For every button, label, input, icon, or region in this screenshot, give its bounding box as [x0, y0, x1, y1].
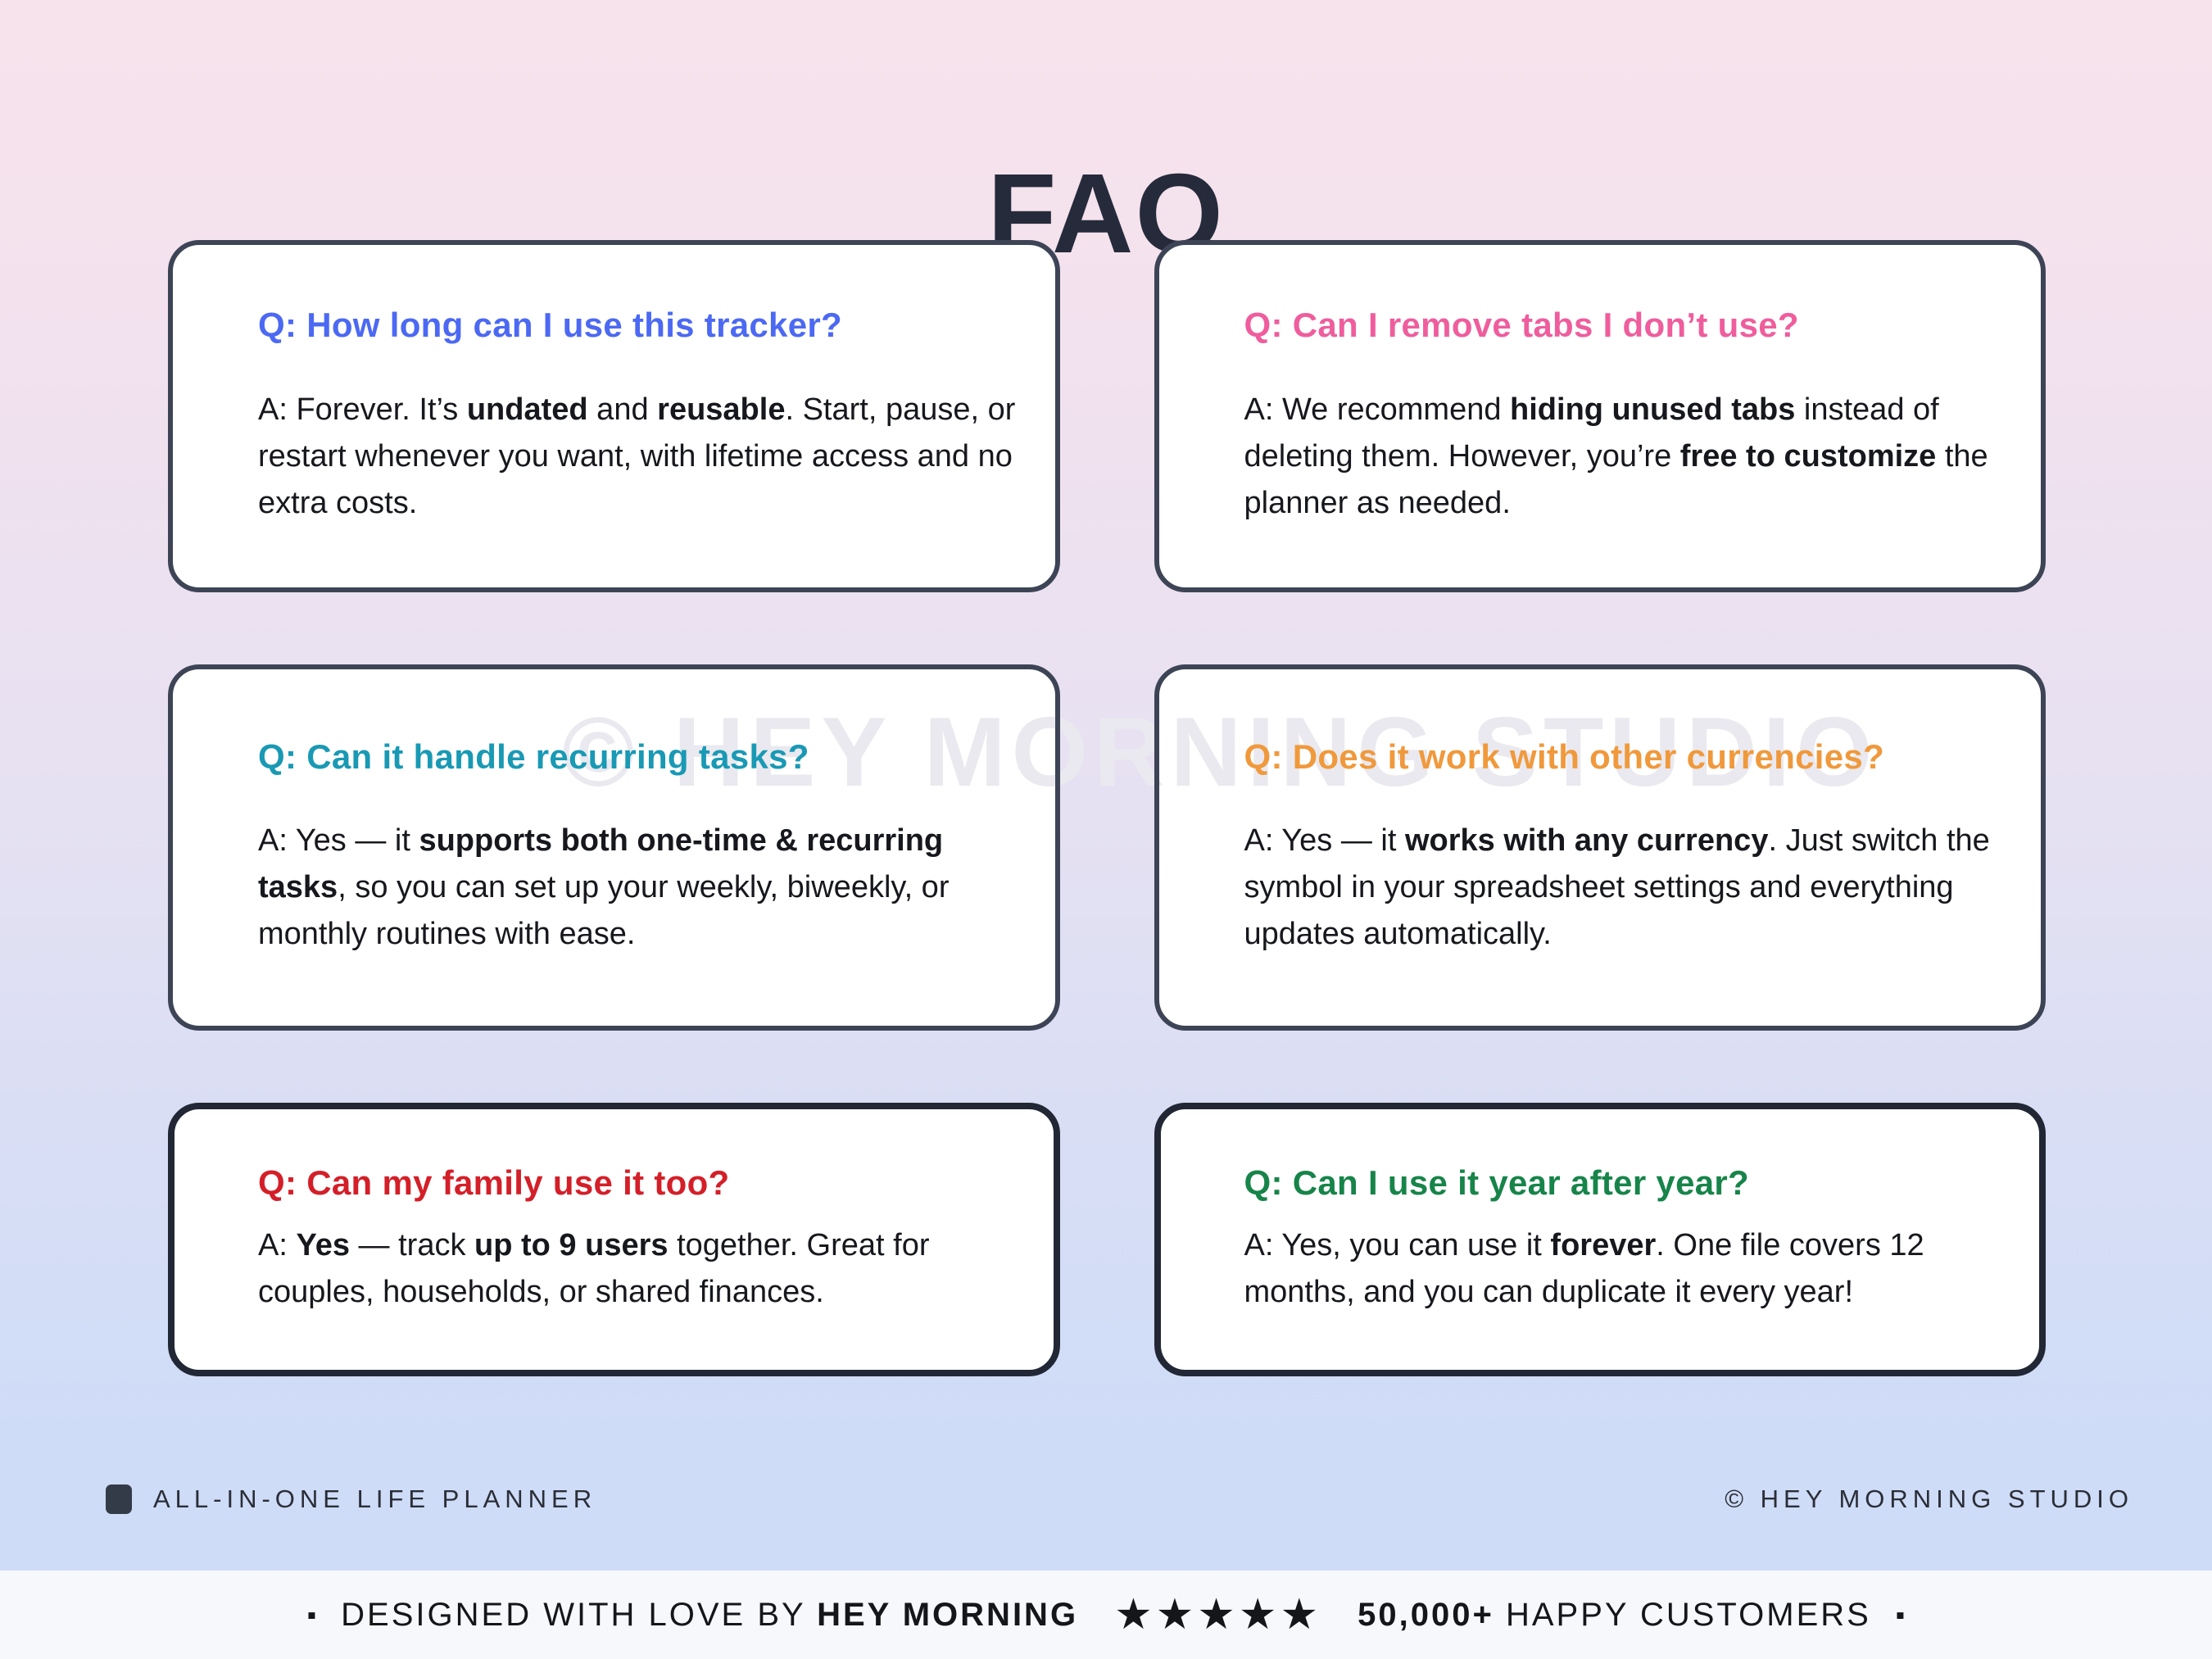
footer-row: ALL-IN-ONE LIFE PLANNER © HEY MORNING ST…	[106, 1480, 2133, 1519]
brand-name: HEY MORNING	[817, 1596, 1079, 1633]
faq-question: Q: Can I use it year after year?	[1244, 1163, 1750, 1202]
faq-question: Q: Can it handle recurring tasks?	[258, 737, 809, 776]
five-stars-icon: ★★★★★	[1114, 1591, 1322, 1639]
designed-by-text: DESIGNED WITH LOVE BY HEY MORNING	[341, 1597, 1078, 1634]
watermark-text: © HEY MORNING STUDIO	[562, 697, 1879, 807]
square-bullet-icon: ▪	[1895, 1600, 1906, 1630]
designed-prefix: DESIGNED WITH LOVE BY	[341, 1596, 818, 1633]
faq-answer: A: Yes — it supports both one-time & rec…	[258, 823, 950, 952]
bottom-bar: ▪ DESIGNED WITH LOVE BY HEY MORNING ★★★★…	[0, 1571, 2212, 1659]
customers-count: 50,000+	[1358, 1596, 1494, 1633]
planner-logo-icon	[106, 1484, 132, 1514]
faq-card-recurring-tasks: Q: Can it handle recurring tasks? A: Yes…	[168, 664, 1060, 1031]
faq-card-year-after-year: Q: Can I use it year after year? A: Yes,…	[1154, 1103, 2046, 1376]
faq-answer: A: Forever. It’s undated and reusable. S…	[258, 392, 1016, 520]
faq-answer: A: Yes — track up to 9 users together. G…	[258, 1228, 930, 1310]
happy-customers-text: 50,000+ HAPPY CUSTOMERS	[1358, 1597, 1871, 1634]
planner-label: ALL-IN-ONE LIFE PLANNER	[153, 1484, 597, 1513]
faq-question: Q: Can I remove tabs I don’t use?	[1244, 306, 1799, 345]
faq-answer: A: Yes — it works with any currency. Jus…	[1244, 823, 1990, 952]
faq-card-how-long: Q: How long can I use this tracker? A: F…	[168, 240, 1060, 592]
customers-label: HAPPY CUSTOMERS	[1494, 1596, 1871, 1633]
faq-question: Q: Can my family use it too?	[258, 1163, 730, 1202]
faq-question: Q: How long can I use this tracker?	[258, 306, 842, 345]
faq-answer: A: We recommend hiding unused tabs inste…	[1244, 392, 1988, 520]
faq-card-remove-tabs: Q: Can I remove tabs I don’t use? A: We …	[1154, 240, 2046, 592]
faq-card-grid: Q: How long can I use this tracker? A: F…	[168, 240, 2046, 1376]
studio-credit: © HEY MORNING STUDIO	[1725, 1484, 2133, 1513]
square-bullet-icon: ▪	[306, 1600, 317, 1630]
faq-question: Q: Does it work with other currencies?	[1244, 737, 1885, 776]
footer-left: ALL-IN-ONE LIFE PLANNER	[106, 1484, 596, 1514]
faq-card-currencies: Q: Does it work with other currencies? A…	[1154, 664, 2046, 1031]
faq-answer: A: Yes, you can use it forever. One file…	[1244, 1228, 1924, 1310]
faq-card-family: Q: Can my family use it too? A: Yes — tr…	[168, 1103, 1060, 1376]
